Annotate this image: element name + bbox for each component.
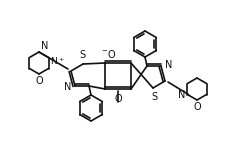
Text: N$^+$: N$^+$: [50, 55, 65, 67]
Text: S: S: [79, 50, 85, 60]
Text: N: N: [178, 90, 185, 100]
Text: N: N: [64, 82, 71, 92]
Text: S: S: [151, 92, 157, 102]
Text: N: N: [165, 60, 172, 70]
Text: O: O: [35, 76, 43, 86]
Text: $^{-}$O: $^{-}$O: [101, 48, 116, 60]
Text: N: N: [41, 41, 48, 51]
Text: O: O: [193, 102, 201, 112]
Text: O: O: [114, 94, 122, 104]
